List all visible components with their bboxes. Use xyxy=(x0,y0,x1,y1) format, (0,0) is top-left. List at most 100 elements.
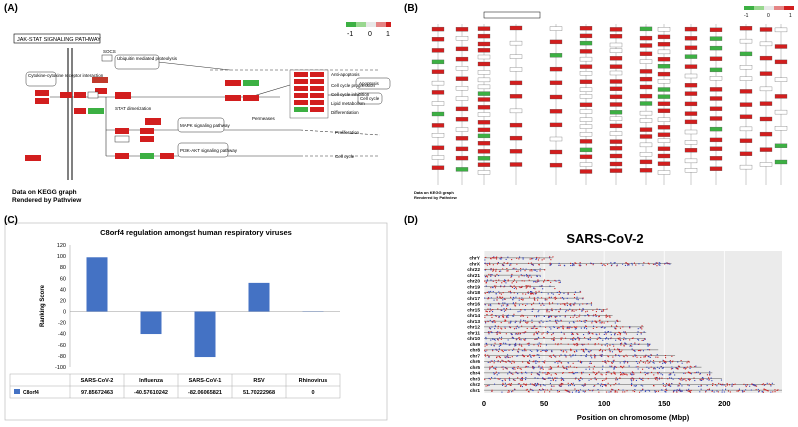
node-anti-apoptosis: Anti-apoptosis xyxy=(331,72,360,77)
marker-point xyxy=(486,281,487,282)
marker-point xyxy=(556,298,557,299)
pathway-b-node xyxy=(456,156,468,160)
marker-point xyxy=(591,305,592,306)
chromosome-label: chr12 xyxy=(467,325,480,331)
marker-point xyxy=(696,372,697,373)
marker-point xyxy=(558,343,559,344)
marker-point xyxy=(584,337,585,338)
marker-point xyxy=(497,300,498,301)
marker-point xyxy=(684,367,685,368)
marker-point xyxy=(673,379,674,380)
marker-point xyxy=(665,363,666,364)
marker-point xyxy=(509,378,510,379)
marker-point xyxy=(516,328,517,329)
marker-point xyxy=(659,379,660,380)
marker-point xyxy=(493,372,494,373)
marker-point xyxy=(600,322,601,323)
marker-point xyxy=(601,384,602,385)
marker-point xyxy=(547,350,548,351)
marker-point xyxy=(756,386,757,387)
pathway-b-node xyxy=(580,110,592,114)
pathway-b-node xyxy=(610,80,622,84)
pathway-b-node xyxy=(550,67,562,71)
marker-point xyxy=(590,337,591,338)
marker-point xyxy=(605,331,606,332)
marker-point xyxy=(643,356,644,357)
marker-point xyxy=(534,288,535,289)
marker-point xyxy=(559,361,560,362)
marker-point xyxy=(495,287,496,288)
pathway-b-node xyxy=(510,149,522,153)
marker-point xyxy=(545,299,546,300)
pathway-b-node xyxy=(760,87,772,91)
marker-point xyxy=(510,362,511,363)
marker-point xyxy=(632,371,633,372)
marker-point xyxy=(503,265,504,266)
marker-point xyxy=(524,350,525,351)
marker-point xyxy=(491,391,492,392)
marker-point xyxy=(493,264,494,265)
marker-point xyxy=(589,374,590,375)
marker-point xyxy=(630,345,631,346)
marker-point xyxy=(605,361,606,362)
marker-point xyxy=(610,351,611,352)
marker-point xyxy=(579,304,580,305)
marker-point xyxy=(745,389,746,390)
marker-point xyxy=(595,374,596,375)
marker-point xyxy=(516,288,517,289)
marker-point xyxy=(493,256,494,257)
marker-point xyxy=(521,369,522,370)
marker-point xyxy=(701,380,702,381)
marker-point xyxy=(530,384,531,385)
marker-point xyxy=(565,338,566,339)
marker-point xyxy=(505,280,506,281)
pathway-b-node xyxy=(658,88,670,92)
category-label: SARS-CoV-1 xyxy=(189,378,222,384)
marker-point xyxy=(669,374,670,375)
pathway-b-node xyxy=(760,148,772,152)
marker-point xyxy=(553,339,554,340)
marker-point xyxy=(687,367,688,368)
marker-point xyxy=(755,385,756,386)
chromosome-label: chr21 xyxy=(467,273,480,279)
marker-point xyxy=(617,392,618,393)
marker-point xyxy=(570,356,571,357)
marker-point xyxy=(527,389,528,390)
marker-point xyxy=(512,374,513,375)
marker-point xyxy=(538,367,539,368)
marker-point xyxy=(647,343,648,344)
marker-point xyxy=(549,391,550,392)
marker-point xyxy=(496,269,497,270)
marker-point xyxy=(496,274,497,275)
marker-point xyxy=(521,345,522,346)
marker-point xyxy=(591,379,592,380)
marker-point xyxy=(595,377,596,378)
marker-point xyxy=(507,392,508,393)
marker-point xyxy=(505,310,506,311)
marker-point xyxy=(586,349,587,350)
marker-point xyxy=(551,338,552,339)
marker-point xyxy=(492,287,493,288)
marker-point xyxy=(648,368,649,369)
marker-point xyxy=(549,311,550,312)
marker-point xyxy=(531,269,532,270)
marker-point xyxy=(605,265,606,266)
chromosome-label: chr20 xyxy=(467,279,480,285)
marker-point xyxy=(537,333,538,334)
marker-point xyxy=(534,298,535,299)
marker-point xyxy=(499,346,500,347)
marker-point xyxy=(627,362,628,363)
marker-point xyxy=(525,372,526,373)
marker-point xyxy=(531,351,532,352)
marker-point xyxy=(585,383,586,384)
marker-point xyxy=(627,361,628,362)
marker-point xyxy=(770,385,771,386)
marker-point xyxy=(665,263,666,264)
legend-a: -1 0 1 xyxy=(346,22,391,38)
marker-point xyxy=(516,271,517,272)
marker-point xyxy=(507,262,508,263)
marker-point xyxy=(596,322,597,323)
marker-point xyxy=(501,328,502,329)
marker-point xyxy=(556,361,557,362)
marker-point xyxy=(576,367,577,368)
